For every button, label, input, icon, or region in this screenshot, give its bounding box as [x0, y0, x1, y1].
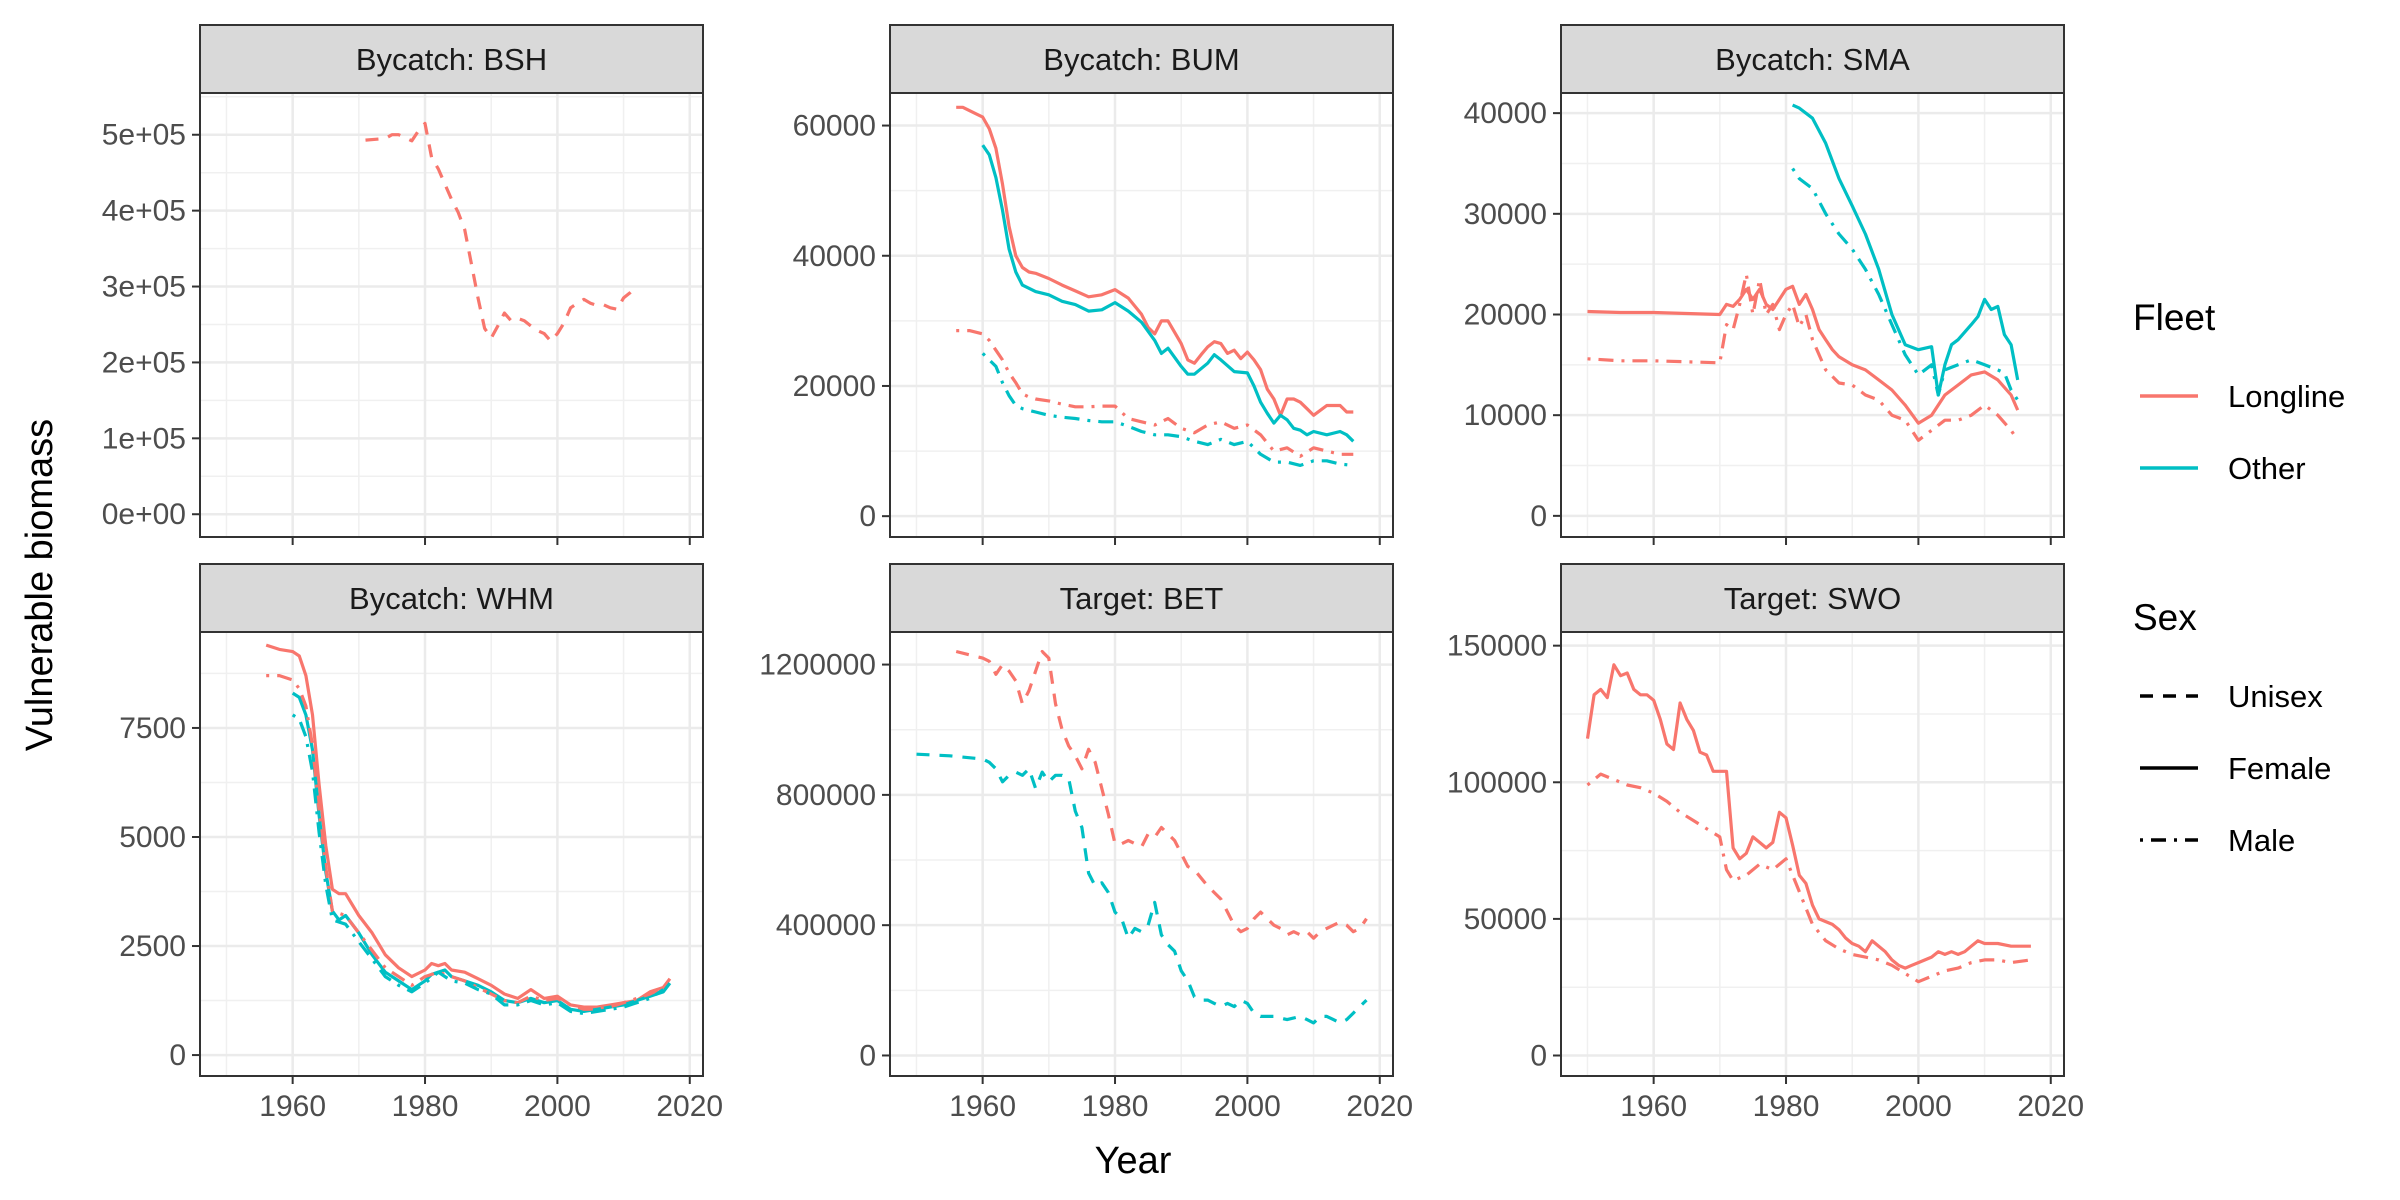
y-tick-label: 0: [1530, 1040, 1547, 1073]
x-tick-label: 2000: [1214, 1090, 1281, 1123]
strip-label: Bycatch: WHM: [349, 581, 554, 616]
strip-background: [1560, 24, 2065, 94]
series-line-longline-female: [265, 643, 672, 1009]
panel-bycatch-sma: Bycatch: SMA 0 10000 20000 30000 40000: [1464, 24, 2065, 545]
y-tick-label: 1e+05: [102, 422, 186, 455]
x-tick-label: 1980: [1082, 1090, 1149, 1123]
x-tick-label: 1960: [949, 1090, 1016, 1123]
y-tick-label: 50000: [1464, 903, 1547, 936]
series-line-longline-male: [956, 329, 1354, 458]
x-tick-label: 1960: [1620, 1090, 1687, 1123]
series-line-longline-male: [266, 674, 665, 1011]
x-tick-label: 2000: [1885, 1090, 1952, 1123]
y-tick-label: 40000: [1464, 97, 1547, 130]
y-tick-label: 0: [859, 1039, 876, 1072]
series-line-longline-female: [1587, 284, 2020, 425]
y-tick-label: 100000: [1447, 766, 1547, 799]
y-tick-label: 4e+05: [102, 195, 186, 228]
panel-bycatch-whm: Bycatch: WHM 0 2500 5000 7500 1960 1980 2000 202…: [119, 563, 723, 1123]
y-tick-label: 2500: [119, 930, 186, 963]
strip-label: Bycatch: BUM: [1043, 42, 1239, 77]
series-line-other-female: [1791, 103, 2020, 397]
y-tick-label: 0: [169, 1039, 186, 1072]
series-group: [365, 121, 638, 343]
series-line-longline-female: [1585, 663, 2031, 970]
series-line-other-female: [981, 144, 1355, 443]
panel-background: [1561, 632, 2064, 1076]
x-tick-label: 1980: [1753, 1090, 1820, 1123]
y-tick-label: 0e+00: [102, 498, 186, 531]
legend-fleet-title: Fleet: [2133, 297, 2216, 338]
panel-background: [200, 632, 703, 1076]
legend-sex: Sex Unisex Female Male: [2133, 597, 2331, 858]
y-tick-label: 20000: [1464, 298, 1547, 331]
panel-bycatch-bum: Bycatch: BUM 0 20000 40000 60000: [793, 24, 1394, 545]
series-line-longline-unisex: [955, 649, 1368, 940]
strip-background: [889, 563, 1394, 633]
strip-background: [889, 24, 1394, 94]
y-tick-label: 3e+05: [102, 271, 186, 304]
series-group: [956, 105, 1355, 467]
y-tick-label: 400000: [776, 909, 876, 942]
legend-label-unisex: Unisex: [2228, 679, 2323, 714]
facet-panels: Bycatch: BSH 0e+00 1e+05 2e+05 3e+05 4e+05 5e+…: [102, 24, 2084, 1123]
panel-target-bet: Target: BET 0 400000 800000 1200000 1960 1980 2…: [759, 563, 1413, 1123]
y-tick-label: 1200000: [759, 649, 876, 682]
panel-background: [890, 632, 1393, 1076]
strip-background: [199, 24, 704, 94]
x-tick-label: 1960: [259, 1090, 326, 1123]
legend-label-other: Other: [2228, 451, 2306, 486]
strip-label: Bycatch: SMA: [1715, 42, 1910, 77]
panel-target-swo: Target: SWO 0 50000 100000 150000 1960 1980 200…: [1447, 563, 2084, 1123]
series-line-other-male: [291, 713, 665, 1016]
y-tick-label: 5e+05: [102, 119, 186, 152]
series-group: [1587, 103, 2020, 442]
series-line-longline-unisex: [365, 121, 638, 343]
legend-label-longline: Longline: [2228, 379, 2345, 414]
series-group: [916, 649, 1368, 1025]
x-tick-label: 1980: [392, 1090, 459, 1123]
x-tick-label: 2000: [524, 1090, 591, 1123]
y-tick-label: 2e+05: [102, 346, 186, 379]
y-tick-label: 20000: [793, 370, 876, 403]
strip-label: Bycatch: BSH: [356, 42, 547, 77]
series-line-longline-male: [1586, 772, 2032, 984]
legend-sex-title: Sex: [2133, 597, 2197, 638]
legend-label-male: Male: [2228, 823, 2295, 858]
series-group: [265, 643, 672, 1016]
y-tick-label: 60000: [793, 110, 876, 143]
legend-label-female: Female: [2228, 751, 2331, 786]
panel-bycatch-bsh: Bycatch: BSH 0e+00 1e+05 2e+05 3e+05 4e+05 5e+…: [102, 24, 704, 545]
y-tick-label: 10000: [1464, 399, 1547, 432]
y-tick-label: 40000: [793, 240, 876, 273]
legend-fleet: Fleet Longline Other: [2133, 297, 2345, 486]
x-tick-label: 2020: [2017, 1090, 2084, 1123]
panel-background: [200, 93, 703, 537]
strip-background: [199, 563, 704, 633]
strip-label: Target: BET: [1060, 581, 1224, 616]
y-axis-title: Vulnerable biomass: [19, 419, 61, 751]
series-line-other-male: [981, 352, 1354, 467]
series-group: [1585, 663, 2032, 984]
series-line-longline-female: [956, 105, 1354, 417]
series-line-longline-male: [1587, 272, 2020, 442]
series-line-other-unisex: [916, 752, 1368, 1025]
y-tick-label: 800000: [776, 779, 876, 812]
strip-label: Target: SWO: [1724, 581, 1901, 616]
x-tick-label: 2020: [656, 1090, 723, 1123]
y-tick-label: 30000: [1464, 198, 1547, 231]
y-tick-label: 0: [1530, 500, 1547, 533]
y-tick-label: 0: [859, 500, 876, 533]
x-tick-label: 2020: [1346, 1090, 1413, 1123]
y-tick-label: 5000: [119, 821, 186, 854]
x-axis-title: Year: [1095, 1140, 1172, 1182]
y-tick-label: 150000: [1447, 630, 1547, 663]
y-tick-label: 7500: [119, 712, 186, 745]
strip-background: [1560, 563, 2065, 633]
